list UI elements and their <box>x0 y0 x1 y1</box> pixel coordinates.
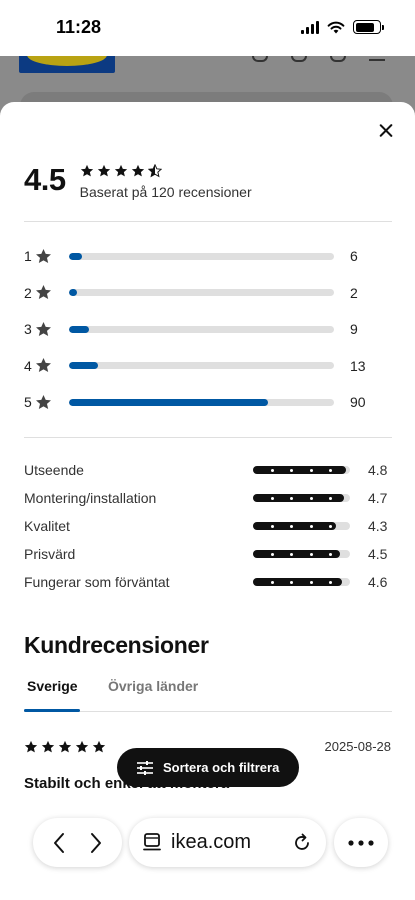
category-label: Fungerar som förväntat <box>24 574 170 590</box>
star-icon <box>36 394 51 409</box>
reload-icon[interactable] <box>292 833 312 853</box>
rating-row-count: 2 <box>350 284 358 301</box>
rating-bar-fill <box>69 325 89 333</box>
status-icons <box>301 20 384 34</box>
category-meter <box>253 466 350 474</box>
menu-icon <box>369 56 385 61</box>
status-time: 11:28 <box>56 17 102 37</box>
star-icon <box>24 740 38 753</box>
category-row: Fungerar som förväntat 4.6 <box>24 573 392 593</box>
star-icon <box>114 164 127 177</box>
star-icon <box>92 740 106 753</box>
star-icon <box>36 248 51 263</box>
nav-buttons <box>33 818 122 867</box>
category-score: 4.6 <box>368 574 388 590</box>
sort-filter-label: Sortera och filtrera <box>163 760 280 775</box>
review-count-text: Baserat på 120 recensioner <box>79 184 252 200</box>
cart-icon <box>330 56 346 62</box>
category-score: 4.7 <box>368 490 388 506</box>
rating-row-stars: 4 <box>24 357 32 374</box>
category-row: Montering/installation 4.7 <box>24 489 392 509</box>
active-tab-indicator <box>24 709 80 712</box>
category-score: 4.8 <box>368 462 388 478</box>
summary-stars <box>80 164 252 178</box>
rating-row-count: 13 <box>350 357 366 374</box>
more-icon <box>348 839 374 846</box>
ikea-logo <box>19 56 115 73</box>
rating-row-count: 9 <box>350 321 358 337</box>
star-icon <box>80 164 93 177</box>
rating-bar-fill <box>69 398 268 406</box>
chevron-left-icon <box>54 832 65 853</box>
country-tabs: Sverige Övriga länder <box>24 670 392 712</box>
category-row: Utseende 4.8 <box>24 461 392 481</box>
category-meter <box>253 494 350 502</box>
rating-bar-fill <box>69 289 77 296</box>
status-bar: 11:28 <box>0 0 415 56</box>
section-title: Kundrecensioner <box>24 632 209 658</box>
category-score: 4.5 <box>368 546 388 562</box>
star-icon <box>36 285 51 300</box>
back-button[interactable] <box>52 832 66 854</box>
forward-button[interactable] <box>89 832 103 854</box>
star-icon <box>41 740 55 753</box>
battery-icon <box>353 20 384 34</box>
address-bar[interactable]: ikea.com <box>129 818 326 867</box>
rating-row-count: 90 <box>350 394 366 410</box>
rating-bar <box>69 398 334 406</box>
tab-sverige[interactable]: Sverige <box>27 678 78 694</box>
rating-row-stars: 1 <box>24 248 32 264</box>
star-icon <box>58 740 72 753</box>
star-icon <box>36 358 51 373</box>
rating-bar <box>69 252 334 260</box>
rating-summary: 4.5 Baserat på 120 recensioner <box>24 162 252 200</box>
wifi-icon <box>327 21 345 33</box>
star-icon <box>97 164 110 177</box>
half-star-icon <box>147 164 162 178</box>
rating-row-count: 6 <box>350 248 358 264</box>
more-button[interactable] <box>334 818 388 867</box>
rating-row-stars: 5 <box>24 394 32 410</box>
category-meter <box>253 550 350 558</box>
star-icon <box>131 164 144 177</box>
divider <box>24 437 392 438</box>
rating-row-stars: 2 <box>24 284 32 301</box>
category-label: Utseende <box>24 462 84 478</box>
rating-row-5[interactable]: 5 90 <box>24 391 392 413</box>
rating-bar <box>69 362 334 369</box>
divider <box>24 221 392 222</box>
rating-bar-fill <box>69 252 83 260</box>
category-meter <box>253 522 350 530</box>
chevron-right-icon <box>90 832 101 853</box>
category-meter <box>253 578 350 586</box>
sort-filter-button[interactable]: Sortera och filtrera <box>117 748 299 787</box>
star-icon <box>75 740 89 753</box>
category-label: Kvalitet <box>24 518 70 534</box>
rating-bar-fill <box>69 362 98 369</box>
category-row: Kvalitet 4.3 <box>24 517 392 537</box>
category-label: Prisvärd <box>24 546 76 562</box>
review-date: 2025-08-28 <box>324 739 392 754</box>
star-icon <box>36 321 51 336</box>
url-text[interactable]: ikea.com <box>171 831 252 853</box>
signal-icon <box>301 20 319 34</box>
tab-overview-icon[interactable] <box>143 832 161 853</box>
rating-bar <box>69 289 334 296</box>
category-score: 4.3 <box>368 518 388 534</box>
rating-row-4[interactable]: 4 13 <box>24 355 392 377</box>
rating-bar <box>69 325 334 333</box>
close-icon[interactable] <box>375 120 397 142</box>
category-label: Montering/installation <box>24 490 157 506</box>
review-stars <box>24 740 106 754</box>
heart-icon <box>291 56 307 62</box>
average-rating: 4.5 <box>24 162 66 197</box>
category-row: Prisvärd 4.5 <box>24 545 392 565</box>
rating-row-stars: 3 <box>24 321 32 337</box>
tab-ovriga-lander[interactable]: Övriga länder <box>108 678 199 694</box>
user-icon <box>252 56 268 62</box>
sliders-icon <box>137 760 153 775</box>
